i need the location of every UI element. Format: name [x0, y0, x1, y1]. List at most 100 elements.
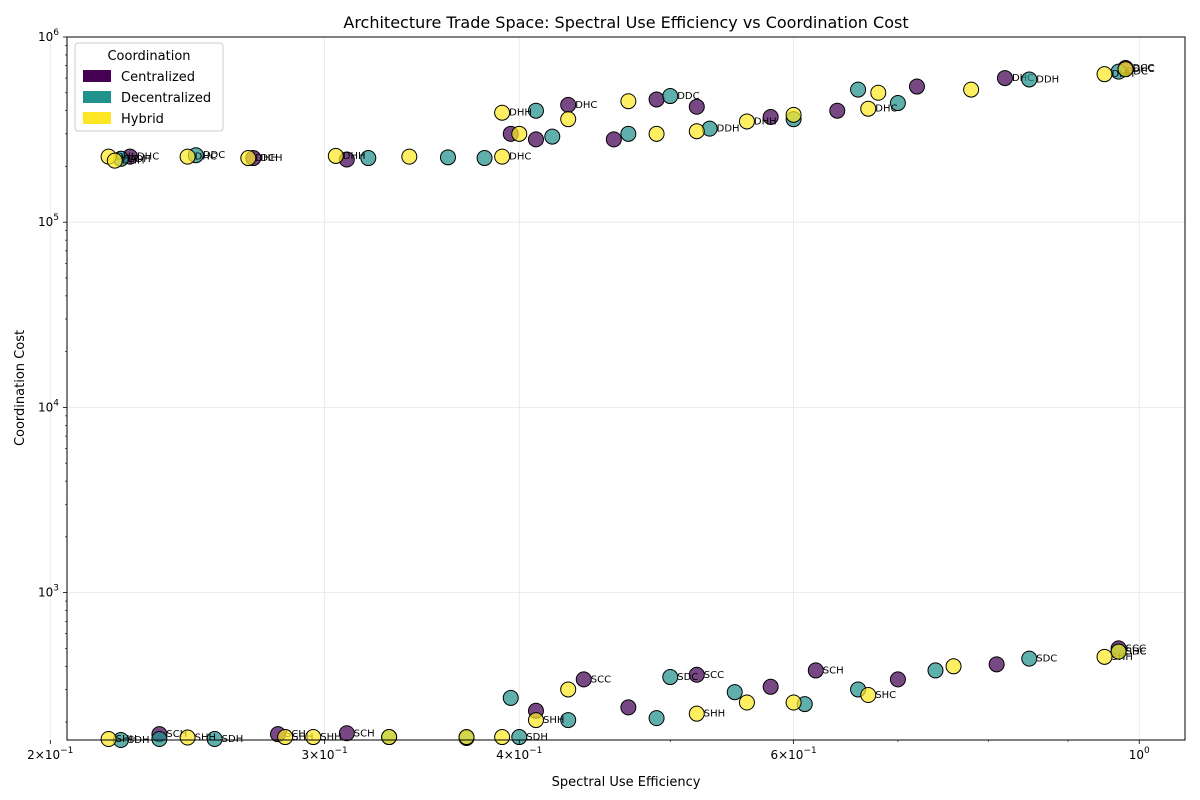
data-point: [762, 678, 779, 695]
legend-label: Decentralized: [121, 91, 211, 106]
data-point: [305, 729, 322, 746]
point-label: SHH: [292, 732, 313, 743]
data-point: [575, 671, 592, 688]
point-label: DHC: [575, 100, 597, 111]
data-point: [560, 681, 577, 698]
x-axis-label: Spectral Use Efficiency: [552, 775, 701, 790]
point-label: DHH: [255, 153, 278, 164]
data-point: [511, 125, 528, 142]
point-label: SCH: [354, 728, 375, 739]
legend-box: [74, 42, 224, 132]
point-label: DCC: [1133, 63, 1155, 74]
data-point: [688, 98, 705, 115]
point-label: SDC: [1036, 654, 1057, 665]
point-label: SCH: [823, 665, 844, 676]
data-point: [360, 150, 377, 167]
point-label: SHH: [320, 732, 341, 743]
x-tick-label: 4×10−1: [496, 746, 542, 762]
y-tick-label: 106: [38, 28, 59, 44]
point-label: DHC: [875, 104, 897, 115]
data-point: [889, 95, 906, 112]
data-point: [560, 111, 577, 128]
data-point: [738, 694, 755, 711]
point-label: SHC: [875, 690, 896, 701]
point-label: DDC: [203, 150, 225, 161]
point-label: DDH: [717, 124, 740, 135]
data-point: [544, 128, 561, 145]
point-label: DHC: [509, 152, 531, 163]
data-point: [807, 662, 824, 679]
data-point: [494, 148, 511, 165]
axes-layer: 103 104 105 106 2×10−1 3×10−1 4×10−1 6×10−1 100: [27, 28, 1150, 762]
point-label: DHC: [195, 152, 217, 163]
data-point: [494, 729, 511, 746]
data-point: [889, 671, 906, 688]
data-point: [829, 102, 846, 119]
y-tick-label: 104: [38, 398, 59, 414]
point-label: DHH: [116, 152, 139, 163]
point-label: SHH: [195, 733, 216, 744]
point-label: DHH: [754, 116, 777, 127]
point-label: DHH: [122, 156, 145, 167]
point-label: DHH: [509, 108, 532, 119]
point-label: DDH: [1036, 74, 1059, 85]
data-point: [860, 100, 877, 117]
data-point: [560, 96, 577, 113]
data-point: [988, 656, 1005, 673]
data-point: [996, 70, 1013, 87]
data-point: [762, 108, 779, 125]
data-point: [179, 148, 196, 165]
data-point: [605, 131, 622, 148]
point-label: SHC: [1126, 647, 1147, 658]
legend-label: Hybrid: [121, 112, 164, 127]
data-point: [648, 91, 665, 108]
data-point: [1117, 61, 1134, 78]
data-point: [1096, 66, 1113, 83]
chart-title: Architecture Trade Space: Spectral Use E…: [343, 13, 908, 32]
y-tick-label: 105: [38, 213, 59, 229]
y-axis-label: Coordination Cost: [13, 330, 28, 446]
data-point: [527, 131, 544, 148]
point-label: SCC: [704, 670, 724, 681]
data-point: [963, 81, 980, 98]
point-label: SDC: [1126, 647, 1147, 658]
data-point: [381, 729, 398, 746]
legend: Coordination Centralized Decentralized Hybr…: [74, 42, 224, 132]
data-point: [620, 699, 637, 716]
data-point: [401, 148, 418, 165]
data-point: [726, 684, 743, 701]
point-label: SDH: [526, 732, 548, 743]
point-label: SHH: [704, 709, 725, 720]
data-point: [494, 104, 511, 121]
data-point: [327, 147, 344, 164]
data-point: [206, 731, 223, 748]
point-label: DDC: [1126, 67, 1148, 78]
series-hybrid: DHHDHHDHCDHHDHHDHCDHHDHHDHCDHHDHCSHHSHHS…: [100, 61, 1155, 748]
data-point: [927, 662, 944, 679]
points-layer: DHCDCHDHCDHCDCCSCHSCHSCHSCCSCCSCHSCCDDHD…: [100, 60, 1155, 748]
data-point: [527, 712, 544, 729]
data-point: [662, 88, 679, 105]
data-point: [476, 150, 493, 167]
data-point: [870, 84, 887, 101]
x-tick-label: 6×10−1: [770, 746, 816, 762]
data-point: [1021, 650, 1038, 667]
data-point: [1096, 648, 1113, 665]
point-label: DHC: [137, 152, 159, 163]
data-point: [240, 150, 257, 167]
y-tick-label: 103: [38, 584, 59, 600]
point-label: DCH: [260, 153, 282, 164]
data-point: [1110, 643, 1127, 660]
data-point: [560, 712, 577, 729]
data-point: [908, 78, 925, 95]
data-point: [688, 705, 705, 722]
data-point: [785, 106, 802, 123]
point-label: DHH: [343, 151, 366, 162]
point-label: DHC: [1133, 64, 1155, 75]
data-point: [860, 686, 877, 703]
data-point: [850, 81, 867, 98]
data-point: [648, 710, 665, 727]
data-point: [179, 729, 196, 746]
